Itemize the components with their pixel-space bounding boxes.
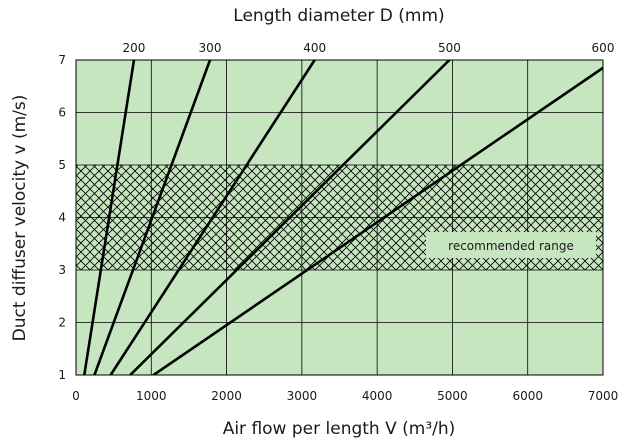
x-tick-labels: 0 1000 2000 3000 4000 5000 6000 7000 <box>72 389 618 403</box>
diameter-lines <box>82 60 603 375</box>
y-tick-label: 4 <box>58 211 66 225</box>
y-tick-label: 1 <box>58 368 66 382</box>
x-tick-label: 6000 <box>512 389 543 403</box>
top-label-400: 400 <box>303 41 326 55</box>
y-tick-label: 3 <box>58 263 66 277</box>
y-tick-label: 5 <box>58 158 66 172</box>
diameter-line-500 <box>128 60 451 375</box>
top-label-200: 200 <box>123 41 146 55</box>
x-tick-label: 3000 <box>287 389 318 403</box>
diameter-line-300 <box>93 60 212 375</box>
x-tick-label: 7000 <box>588 389 619 403</box>
y-tick-label: 2 <box>58 316 66 330</box>
top-label-600: 600 <box>592 41 615 55</box>
x-tick-label: 5000 <box>437 389 468 403</box>
diameter-line-200 <box>82 60 136 375</box>
recommended-range-label-bg <box>426 232 596 258</box>
diameter-line-600 <box>152 66 603 375</box>
top-label-300: 300 <box>199 41 222 55</box>
y-tick-label: 6 <box>58 106 66 120</box>
top-axis-title: Length diameter D (mm) <box>233 6 444 26</box>
y-axis-title: Duct diffuser velocity v (m/s) <box>10 95 30 342</box>
plot-frame <box>75 59 604 376</box>
x-tick-label: 4000 <box>362 389 393 403</box>
recommended-range-label: recommended range <box>448 239 574 253</box>
x-axis-title: Air flow per length V (m³/h) <box>223 419 456 439</box>
x-tick-label: 0 <box>72 389 80 403</box>
y-tick-label: 7 <box>58 53 66 67</box>
y-tick-labels: 1 2 3 4 5 6 7 <box>58 53 66 382</box>
top-label-500: 500 <box>438 41 461 55</box>
diameter-line-400 <box>109 60 316 375</box>
x-tick-label: 1000 <box>136 389 167 403</box>
x-tick-label: 2000 <box>211 389 242 403</box>
top-diameter-labels: 200 300 400 500 600 <box>123 41 615 55</box>
